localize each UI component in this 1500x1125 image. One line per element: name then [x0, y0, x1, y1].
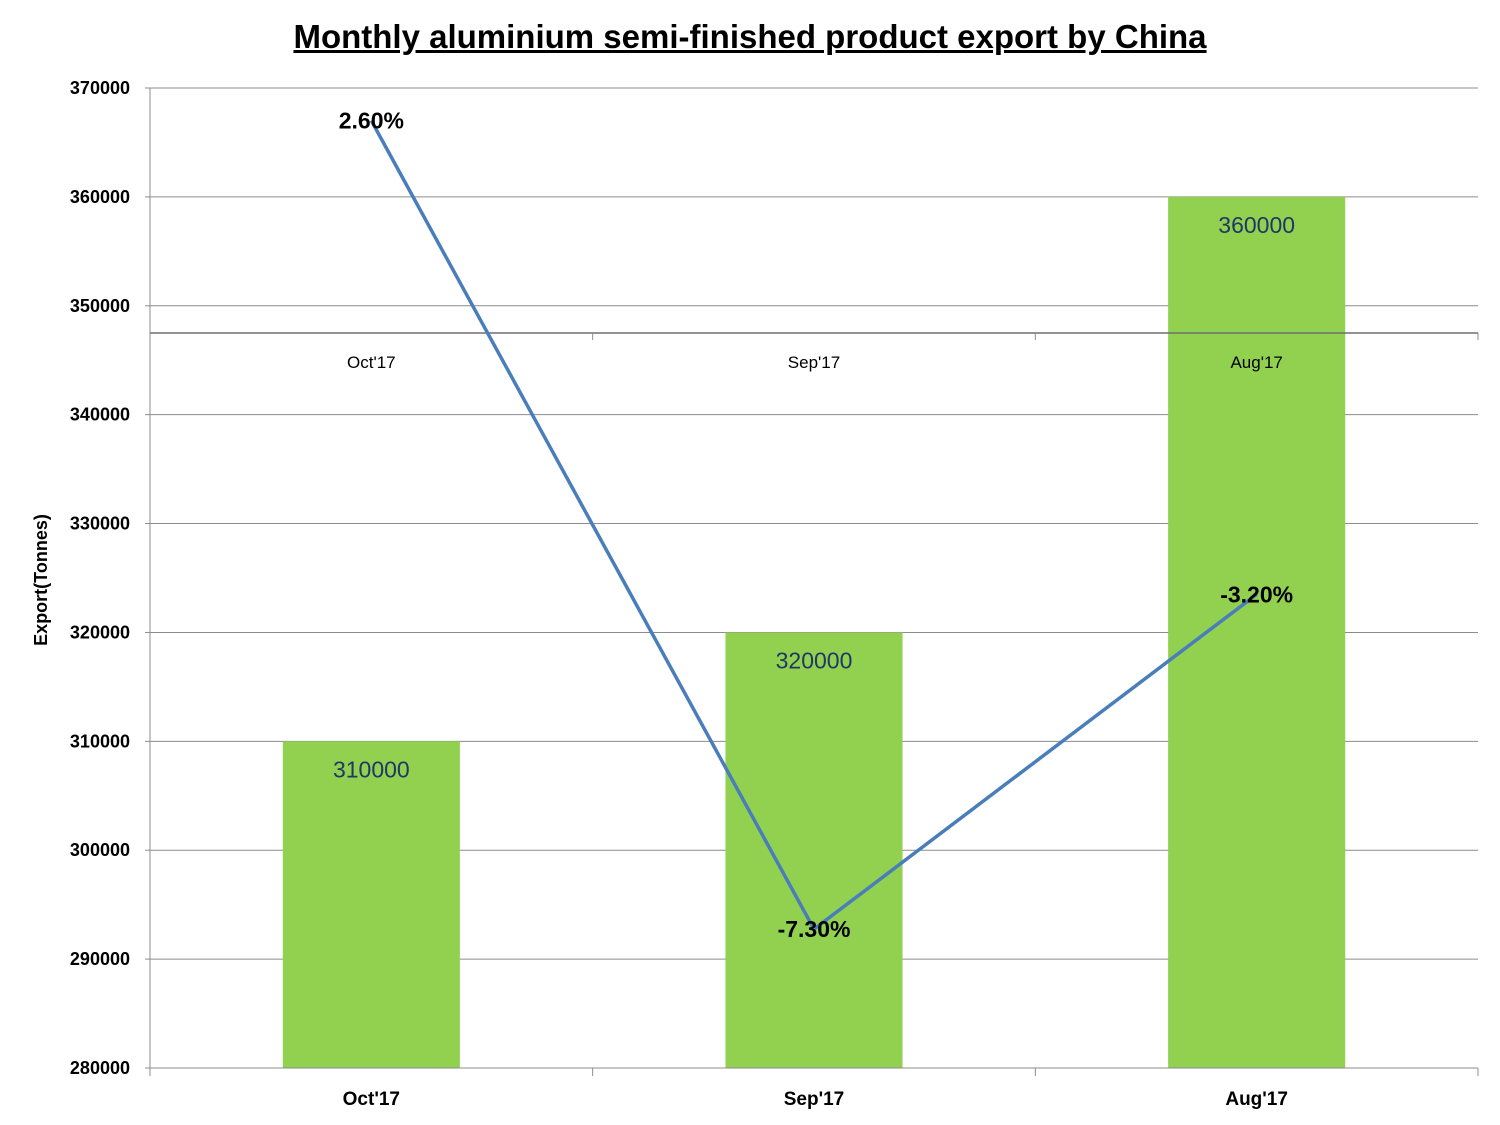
secondary-x-tick-label: Aug'17 [1230, 353, 1282, 372]
pct-data-labels: 2.60% -7.30% -3.20% [339, 108, 1293, 943]
y-tick-label: 300000 [70, 840, 130, 860]
y-tick-label: 320000 [70, 622, 130, 642]
y-tick-label: 330000 [70, 514, 130, 534]
bar-data-labels: 310000 320000 360000 [333, 212, 1295, 782]
chart-title: Monthly aluminium semi-finished product … [293, 18, 1207, 55]
secondary-x-tick-label: Sep'17 [788, 353, 840, 372]
pct-value-label: -3.20% [1220, 581, 1293, 607]
bar-value-label: 320000 [776, 647, 853, 673]
y-tick-label: 350000 [70, 296, 130, 316]
bar-value-label: 360000 [1218, 212, 1295, 238]
y-tick-label: 290000 [70, 949, 130, 969]
y-tick-label: 310000 [70, 731, 130, 751]
y-tick-label: 370000 [70, 78, 130, 98]
bars [282, 196, 1346, 1068]
x-tick-label: Oct'17 [343, 1089, 400, 1110]
y-tick-label: 280000 [70, 1058, 130, 1078]
secondary-x-tick-labels: Oct'17 Sep'17 Aug'17 [347, 353, 1283, 372]
pct-value-label: 2.60% [339, 108, 404, 134]
y-tick-labels: 280000 290000 300000 310000 320000 330000 3400… [70, 78, 130, 1078]
y-tick-label: 340000 [70, 405, 130, 425]
x-tick-label: Sep'17 [784, 1089, 845, 1110]
bar [282, 741, 460, 1068]
secondary-x-tick-label: Oct'17 [347, 353, 396, 372]
axes [149, 88, 1479, 1076]
x-tick-labels: Oct'17 Sep'17 Aug'17 [343, 1089, 1288, 1110]
bar [1168, 196, 1346, 1068]
bar [725, 632, 903, 1068]
pct-value-label: -7.30% [778, 916, 851, 942]
y-tick-label: 360000 [70, 187, 130, 207]
y-axis-label: Export(Tonnes) [31, 514, 51, 646]
bar-value-label: 310000 [333, 756, 410, 782]
line-path [369, 119, 1258, 931]
x-tick-label: Aug'17 [1225, 1089, 1288, 1110]
pct-change-line [369, 119, 1258, 931]
